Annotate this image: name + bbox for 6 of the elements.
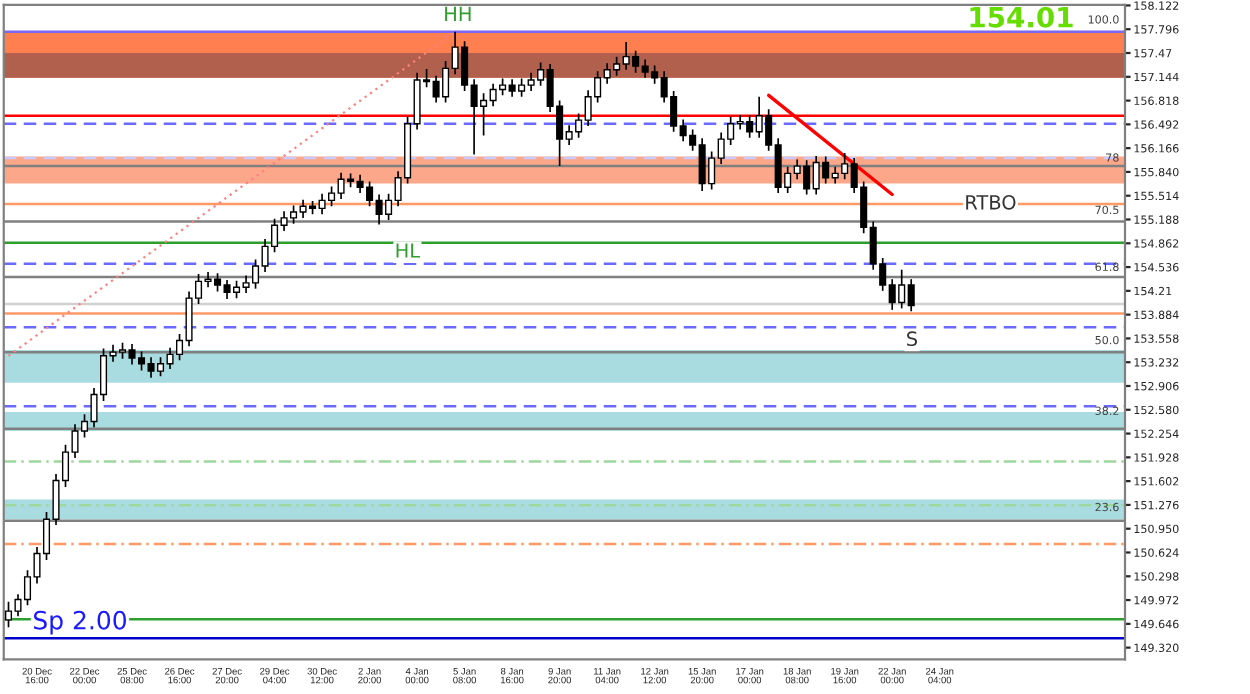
annotation: Sp 2.00 — [33, 610, 127, 635]
annotation: RTBO — [966, 194, 1016, 210]
annotation: HH — [445, 6, 471, 21]
annotation: HL — [396, 243, 421, 258]
annotation: 154.01 — [970, 6, 1073, 28]
annotation: S — [907, 331, 918, 347]
